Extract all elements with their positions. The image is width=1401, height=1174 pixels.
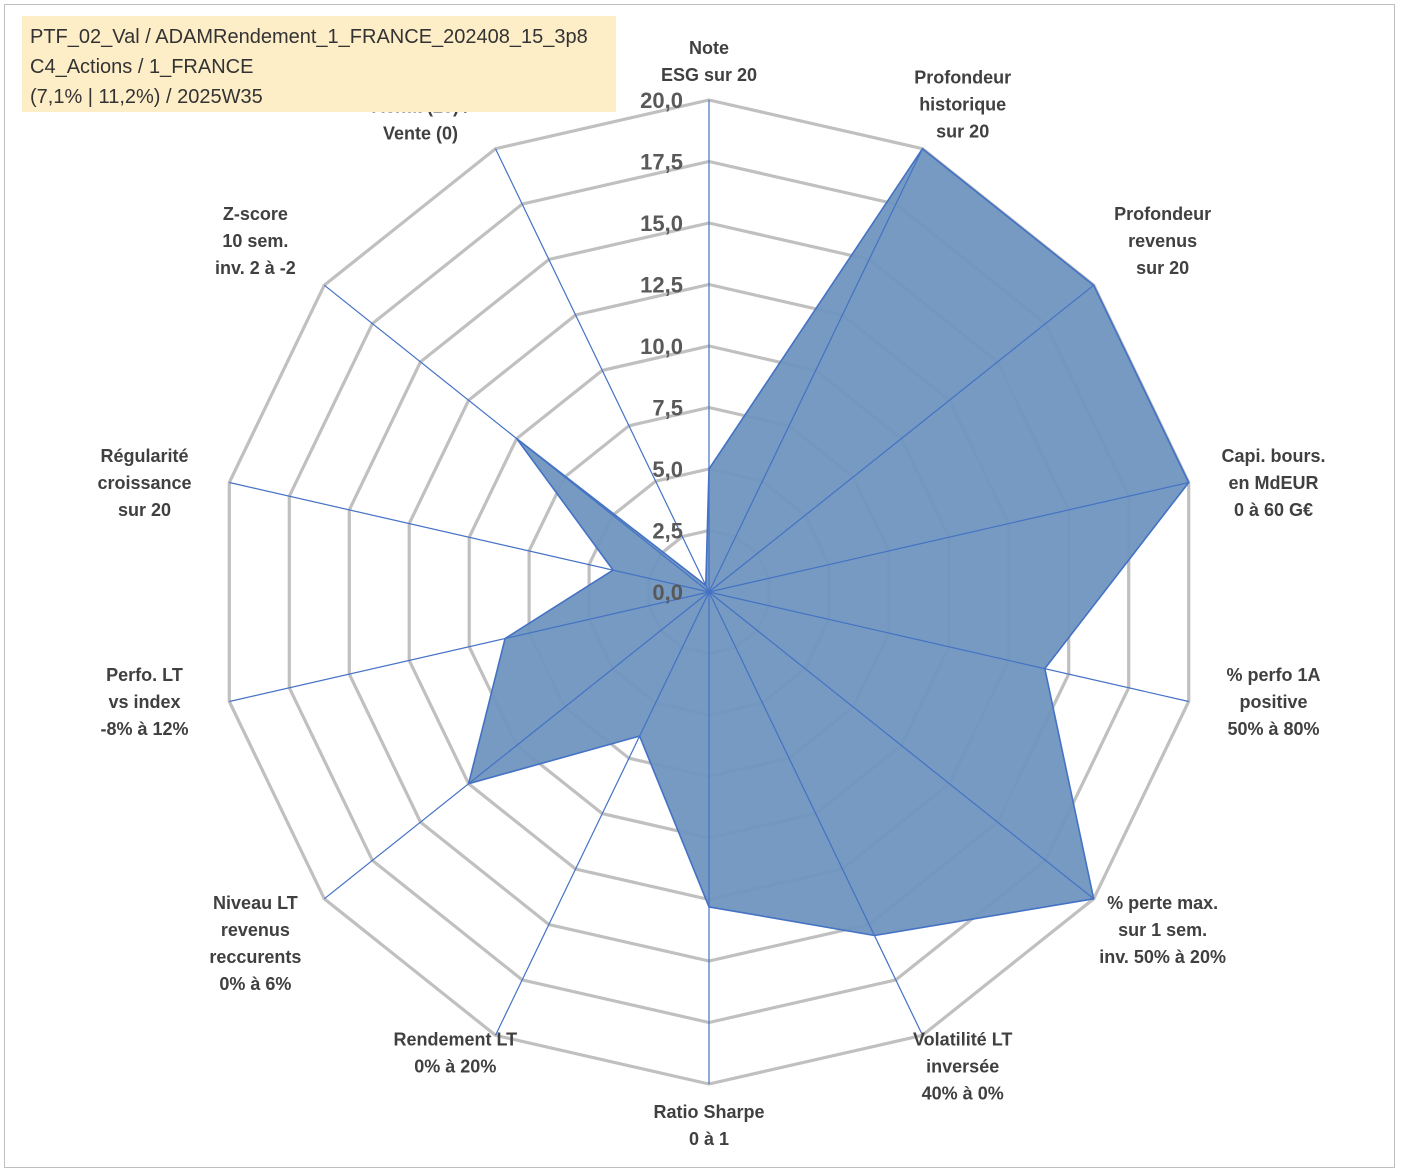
axis-label-line: sur 20	[118, 500, 171, 520]
portfolio-category: C4_Actions / 1_FRANCE	[30, 56, 254, 78]
axis-label-line: 50% à 80%	[1227, 719, 1319, 739]
axis-label-line: Capi. bours.	[1221, 446, 1325, 466]
spoke-5	[708, 591, 1095, 900]
portfolio-info-box: PTF_02_Val / ADAMRendement_1_FRANCE_2024…	[22, 16, 616, 112]
tick-label: 12,5	[640, 273, 683, 298]
axis-label-line: ESG sur 20	[661, 65, 757, 85]
axis-label-line: 0% à 6%	[219, 974, 291, 994]
axis-label-line: 10 sem.	[222, 231, 288, 251]
portfolio-stats: (7,1% | 11,2%) / 2025W35	[30, 86, 263, 108]
axis-label-line: -8% à 12%	[100, 719, 188, 739]
radar-series	[467, 147, 1190, 937]
axis-label-line: sur 20	[1136, 258, 1189, 278]
axis-label-line: positive	[1239, 692, 1307, 712]
axis-label-line: Profondeur	[914, 68, 1011, 88]
spoke-13	[494, 148, 710, 593]
spoke-8	[494, 591, 710, 1036]
tick-label: 0,0	[652, 580, 683, 605]
spoke-10	[229, 591, 710, 703]
spoke-2	[708, 284, 1095, 593]
axis-label-line: inv. 2 à -2	[215, 258, 296, 278]
tick-label: 20,0	[640, 88, 683, 113]
axis-label-line: vs index	[108, 692, 180, 712]
axis-label-line: 0 à 60 G€	[1234, 500, 1313, 520]
axis-label-line: inv. 50% à 20%	[1099, 947, 1226, 967]
spoke-6	[708, 591, 924, 1036]
tick-label: 5,0	[652, 457, 683, 482]
axis-label-line: revenus	[221, 920, 290, 940]
axis-label-line: Ratio Sharpe	[653, 1102, 764, 1122]
axis-label-line: Régularité	[100, 446, 188, 466]
axis-label-line: Note	[689, 38, 729, 58]
tick-label: 2,5	[652, 519, 683, 544]
axis-label-line: Perfo. LT	[106, 665, 183, 685]
axis-label-line: Niveau LT	[213, 893, 298, 913]
spoke-12	[323, 284, 710, 593]
axis-label-line: Volatilité LT	[913, 1029, 1012, 1049]
axis-label-line: sur 1 sem.	[1118, 920, 1207, 940]
axis-label-line: 40% à 0%	[922, 1083, 1004, 1103]
spoke-1	[708, 148, 924, 593]
portfolio-name: PTF_02_Val / ADAMRendement_1_FRANCE_2024…	[30, 26, 588, 48]
axis-label-line: 0 à 1	[689, 1129, 729, 1149]
chart-frame	[4, 4, 1395, 1168]
axis-label-line: historique	[919, 95, 1006, 115]
axis-label-line: % perte max.	[1107, 893, 1218, 913]
axis-label-line: 0% à 20%	[414, 1056, 496, 1076]
axis-label-line: Vente (0)	[383, 124, 458, 144]
tick-label: 7,5	[652, 396, 683, 421]
series-area-0	[467, 147, 1190, 937]
axis-label-line: reccurents	[209, 947, 301, 967]
radial-tick-labels: 0,0 2,5 5,0 7,5 10,0 12,5 15,0 17,5 20,0	[640, 88, 683, 605]
axis-label-line: sur 20	[936, 122, 989, 142]
tick-label: 15,0	[640, 211, 683, 236]
radar-spokes	[229, 100, 1189, 1084]
spoke-11	[229, 481, 710, 593]
axis-label-line: croissance	[97, 473, 191, 493]
spoke-3	[708, 481, 1189, 593]
spoke-9	[323, 591, 710, 900]
tick-label: 10,0	[640, 334, 683, 359]
spoke-4	[708, 591, 1189, 703]
axis-label-line: Profondeur	[1114, 204, 1211, 224]
axis-label-line: Z-score	[223, 204, 288, 224]
axis-label-line: Rendement LT	[393, 1029, 517, 1049]
axis-label-line: % perfo 1A	[1226, 665, 1320, 685]
tick-label: 17,5	[640, 150, 683, 175]
axis-label-line: inversée	[926, 1056, 999, 1076]
axis-label-line: en MdEUR	[1229, 473, 1319, 493]
axis-label-line: revenus	[1128, 231, 1197, 251]
